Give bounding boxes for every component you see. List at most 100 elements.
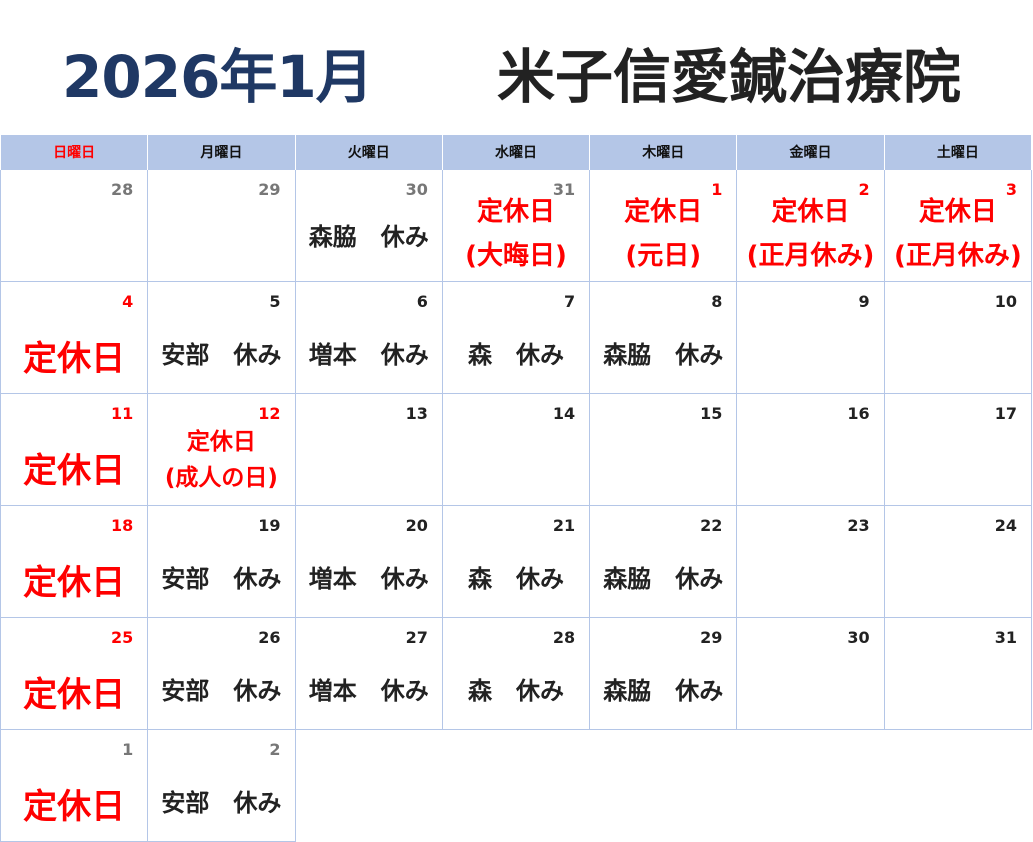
weekday-header: 土曜日 [883, 135, 1033, 170]
day-number: 2 [858, 180, 870, 199]
day-cell[interactable]: 10 [883, 281, 1033, 394]
day-number: 5 [269, 292, 281, 311]
day-cell[interactable]: 2 定休日 (正月休み) [736, 169, 885, 282]
day-cell[interactable]: 1 定休日 (元日) [589, 169, 738, 282]
day-cell[interactable]: 14 [441, 393, 591, 506]
staff-off-label: 安部 休み [161, 565, 282, 593]
day-number: 21 [552, 516, 576, 535]
day-note: 定休日 (成人の日) [148, 416, 294, 503]
closed-label: (正月休み) [893, 240, 1022, 271]
day-number: 19 [258, 516, 281, 535]
day-cell[interactable]: 2 安部 休み [147, 729, 296, 842]
day-note: 安部 休み [148, 538, 294, 615]
day-note: 定休日 [1, 544, 147, 615]
day-cell[interactable]: 19 安部 休み [147, 505, 296, 618]
day-note: 森脇 休み [296, 190, 442, 279]
day-number: 23 [847, 516, 870, 535]
day-note: 安部 休み [148, 314, 294, 391]
day-cell[interactable]: 24 [883, 505, 1033, 618]
closed-label: 定休日 [23, 675, 126, 715]
empty-cell [295, 729, 443, 842]
weekday-header: 火曜日 [294, 135, 443, 170]
day-number: 29 [700, 628, 723, 647]
month-title: 2026年1月 [62, 43, 374, 111]
day-cell[interactable]: 5 安部 休み [147, 281, 296, 394]
day-note: 森 休み [443, 538, 589, 615]
day-note: 定休日 [1, 432, 147, 503]
closed-label: (元日) [625, 240, 702, 271]
day-cell[interactable]: 1 定休日 [0, 729, 149, 842]
day-cell[interactable]: 17 [883, 393, 1033, 506]
day-number: 2 [269, 740, 281, 759]
closed-label: 定休日 [918, 196, 997, 227]
day-cell[interactable]: 15 [589, 393, 738, 506]
weekday-header: 木曜日 [589, 135, 738, 170]
day-number: 29 [258, 180, 281, 199]
day-cell[interactable]: 29 [147, 169, 296, 282]
day-number: 15 [700, 404, 723, 423]
day-number: 3 [1005, 180, 1017, 199]
day-cell[interactable]: 7 森 休み [441, 281, 591, 394]
staff-off-label: 安部 休み [161, 341, 282, 369]
day-cell[interactable]: 3 定休日 (正月休み) [883, 169, 1033, 282]
day-cell[interactable]: 20 増本 休み [294, 505, 443, 618]
day-cell[interactable]: 27 増本 休み [294, 617, 443, 730]
staff-off-label: 安部 休み [161, 789, 282, 817]
day-cell[interactable]: 6 増本 休み [294, 281, 443, 394]
day-cell[interactable]: 23 [736, 505, 885, 618]
day-number: 30 [405, 180, 428, 199]
staff-off-label: 森脇 休み [308, 223, 429, 251]
day-cell[interactable]: 11 定休日 [0, 393, 149, 506]
day-cell[interactable]: 22 森脇 休み [589, 505, 738, 618]
day-note: 森脇 休み [590, 650, 736, 727]
day-cell[interactable]: 9 [736, 281, 885, 394]
day-cell[interactable]: 28 [0, 169, 149, 282]
closed-label: 定休日 [771, 196, 850, 227]
day-cell[interactable]: 31 定休日 (大晦日) [441, 169, 591, 282]
calendar-grid: 日曜日 月曜日 火曜日 水曜日 木曜日 金曜日 土曜日 28 29 30 森脇 休み 31 定休日 (大… [0, 135, 1033, 842]
day-note: 定休日 (正月休み) [885, 188, 1031, 279]
closed-label: 定休日 [23, 563, 126, 603]
day-number: 12 [258, 404, 281, 423]
week-row: 1 定休日 2 安部 休み [0, 729, 1032, 842]
day-cell[interactable]: 31 [883, 617, 1033, 730]
day-number: 1 [711, 180, 723, 199]
day-note: 安部 休み [148, 762, 294, 839]
day-note: 森 休み [443, 314, 589, 391]
day-cell[interactable]: 28 森 休み [441, 617, 591, 730]
closed-label: 定休日 [23, 787, 126, 827]
day-number: 11 [111, 404, 134, 423]
day-cell[interactable]: 29 森脇 休み [589, 617, 738, 730]
day-number: 8 [711, 292, 723, 311]
day-note: 森脇 休み [590, 314, 736, 391]
day-number: 24 [994, 516, 1017, 535]
day-cell[interactable]: 12 定休日 (成人の日) [147, 393, 296, 506]
day-cell[interactable]: 25 定休日 [0, 617, 149, 730]
weekday-header: 日曜日 [0, 135, 149, 170]
day-cell[interactable]: 8 森脇 休み [589, 281, 738, 394]
day-number: 17 [994, 404, 1017, 423]
day-note: 定休日 (元日) [590, 188, 736, 279]
day-cell[interactable]: 26 安部 休み [147, 617, 296, 730]
day-cell[interactable]: 21 森 休み [441, 505, 591, 618]
closed-label: 定休日 [624, 196, 703, 227]
day-cell[interactable]: 30 [736, 617, 885, 730]
day-cell[interactable]: 13 [294, 393, 443, 506]
staff-off-label: 森 休み [467, 565, 564, 593]
day-cell[interactable]: 4 定休日 [0, 281, 149, 394]
day-cell[interactable]: 16 [736, 393, 885, 506]
week-row: 28 29 30 森脇 休み 31 定休日 (大晦日) 1 定休日 (元日) 2 定休日 (正月休み) 3… [0, 169, 1033, 282]
week-row: 18 定休日 19 安部 休み 20 増本 休み 21 森 休み 22 森脇 休み 23 24 [0, 505, 1033, 618]
day-number: 25 [111, 628, 134, 647]
day-number: 27 [405, 628, 428, 647]
day-cell[interactable]: 30 森脇 休み [294, 169, 443, 282]
day-number: 20 [405, 516, 428, 535]
closed-label: (大晦日) [465, 240, 567, 271]
day-number: 16 [847, 404, 870, 423]
clinic-name: 米子信愛鍼治療院 [497, 43, 962, 111]
staff-off-label: 森 休み [467, 677, 564, 705]
day-cell[interactable]: 18 定休日 [0, 505, 149, 618]
day-note: 増本 休み [296, 650, 442, 727]
day-number: 6 [416, 292, 428, 311]
closed-label: (成人の日) [164, 464, 278, 491]
